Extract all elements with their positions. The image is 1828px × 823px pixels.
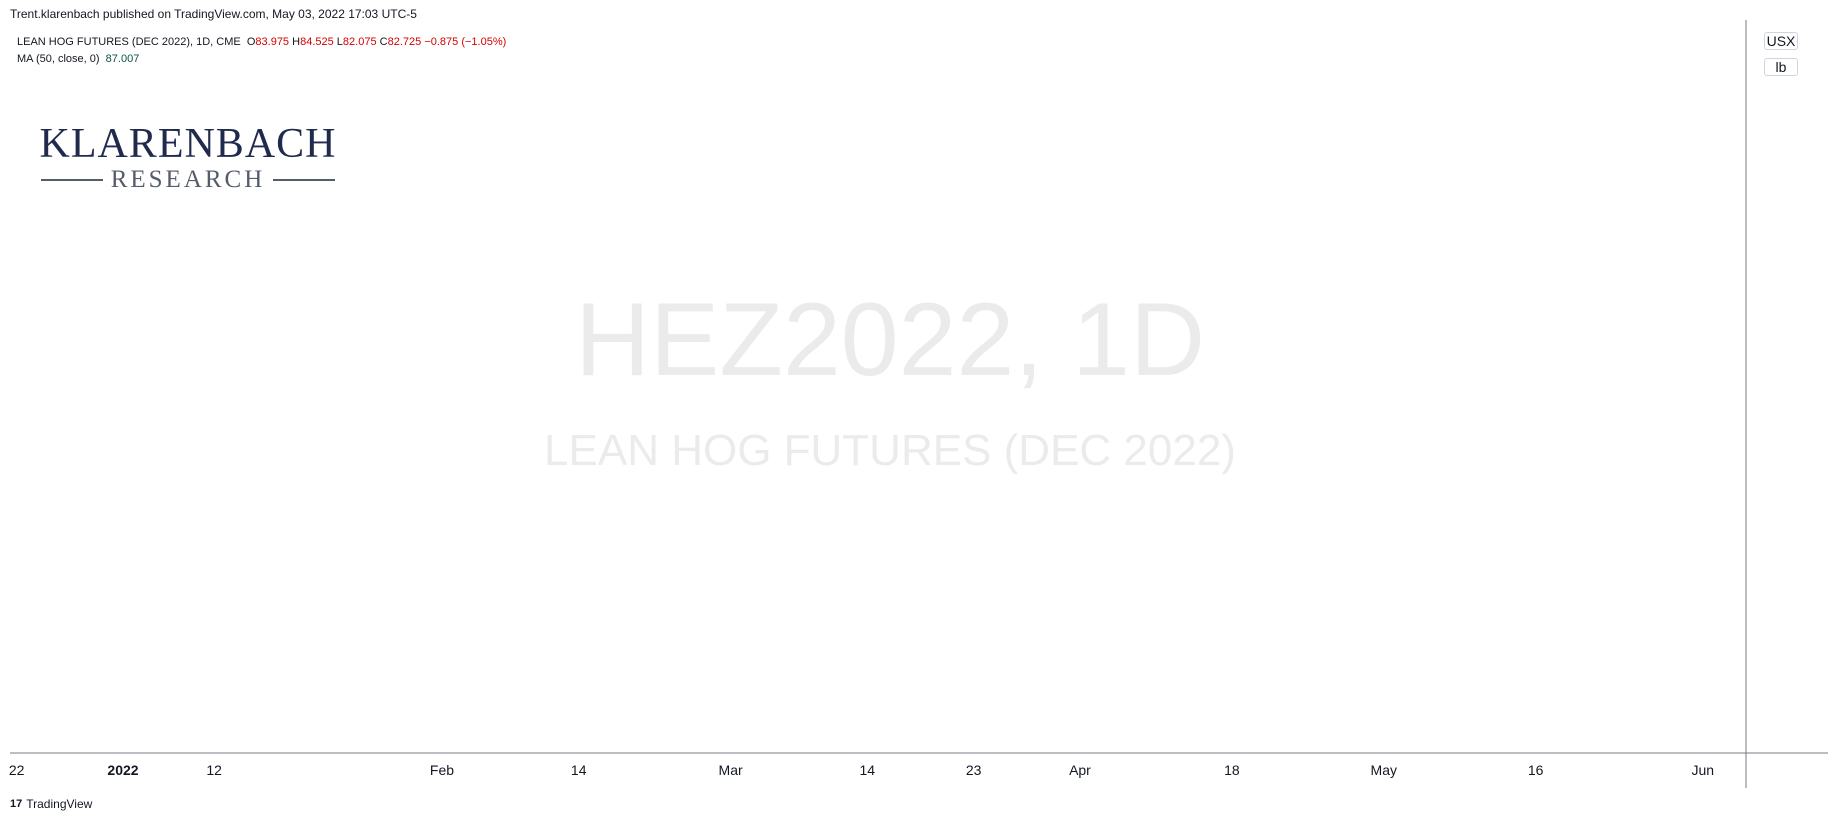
publisher-line: Trent.klarenbach published on TradingVie… [10,7,417,21]
legend-open: 83.975 [255,36,290,48]
time-tick-label: 2022 [107,762,138,778]
tradingview-brand: TradingView [26,797,93,811]
time-tick-label: 14 [571,762,587,778]
legend-open-label: O [246,36,256,48]
time-tick-label: Apr [1069,762,1091,778]
legend-low-label: L [336,36,343,48]
time-tick-label: Mar [719,762,743,778]
logo-name: KLARENBACH [39,121,337,167]
time-tick-label: 14 [860,762,876,778]
time-tick-label: May [1371,762,1397,778]
legend-close-label: C [379,36,388,48]
tradingview-logo-icon: 17 [10,798,23,810]
time-tick-label: Feb [430,762,454,778]
logo-rule-left [40,179,103,181]
legend-ma-value: 87.007 [105,53,140,65]
time-tick-label: 22 [9,762,25,778]
symbol-watermark: HEZ2022, 1D LEAN HOG FUTURES (DEC 2022) [544,282,1236,475]
legend-close: 82.725 [387,36,422,48]
legend-ma-label: MA (50, close, 0) [17,53,100,65]
legend-high: 84.525 [300,36,334,48]
legend-high-label: H [292,36,301,48]
watermark-ticker: HEZ2022, 1D [575,282,1205,398]
time-tick-label: 12 [206,762,222,778]
price-unit-button[interactable]: lb [1764,58,1798,76]
legend-symbol: LEAN HOG FUTURES (DEC 2022), 1D, CME [17,36,241,48]
chart-legend: LEAN HOG FUTURES (DEC 2022), 1D, CME O83… [17,34,506,68]
currency-unit-button[interactable]: USX [1764,32,1798,50]
tradingview-footer: 17 TradingView [10,797,92,811]
legend-low: 82.075 [342,36,377,48]
legend-change: −0.875 (−1.05%) [424,36,507,48]
time-tick-label: 18 [1224,762,1240,778]
legend-symbol-row: LEAN HOG FUTURES (DEC 2022), 1D, CME O83… [17,34,506,51]
logo-sub: RESEARCH [110,166,266,193]
watermark-name: LEAN HOG FUTURES (DEC 2022) [544,426,1236,475]
logo-sub-row: RESEARCH [38,166,338,194]
legend-ma-row: MA (50, close, 0) 87.007 [17,51,506,68]
time-tick-label: Jun [1691,762,1714,778]
logo-rule-right [273,179,336,181]
time-tick-label: 23 [966,762,982,778]
klarenbach-logo: KLARENBACH RESEARCH [38,122,338,194]
time-tick-label: 16 [1528,762,1544,778]
